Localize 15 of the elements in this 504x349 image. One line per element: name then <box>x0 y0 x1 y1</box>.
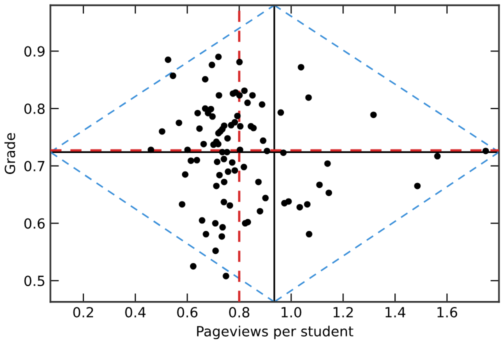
y-tick-label: 0.8 <box>24 103 45 114</box>
y-tick-label: 0.5 <box>24 276 44 286</box>
x-tick-label: 1.0 <box>282 306 302 318</box>
x-tick-label: 0.4 <box>125 306 146 318</box>
x-axis-title: Pageviews per student <box>197 326 354 340</box>
x-tick-label: 0.6 <box>177 306 198 318</box>
x-tick-label: 0.8 <box>229 306 250 318</box>
y-tick-label: 0.6 <box>24 218 45 229</box>
x-tick-label: 0.2 <box>73 306 94 318</box>
y-axis-title: Grade <box>4 133 16 174</box>
x-tick-label: 1.2 <box>334 306 353 318</box>
x-tick-label: 1.4 <box>386 307 406 318</box>
x-tick-label: 1.6 <box>437 306 458 318</box>
y-tick-label: 0.9 <box>24 46 45 57</box>
y-tick-label: 0.7 <box>24 160 44 172</box>
